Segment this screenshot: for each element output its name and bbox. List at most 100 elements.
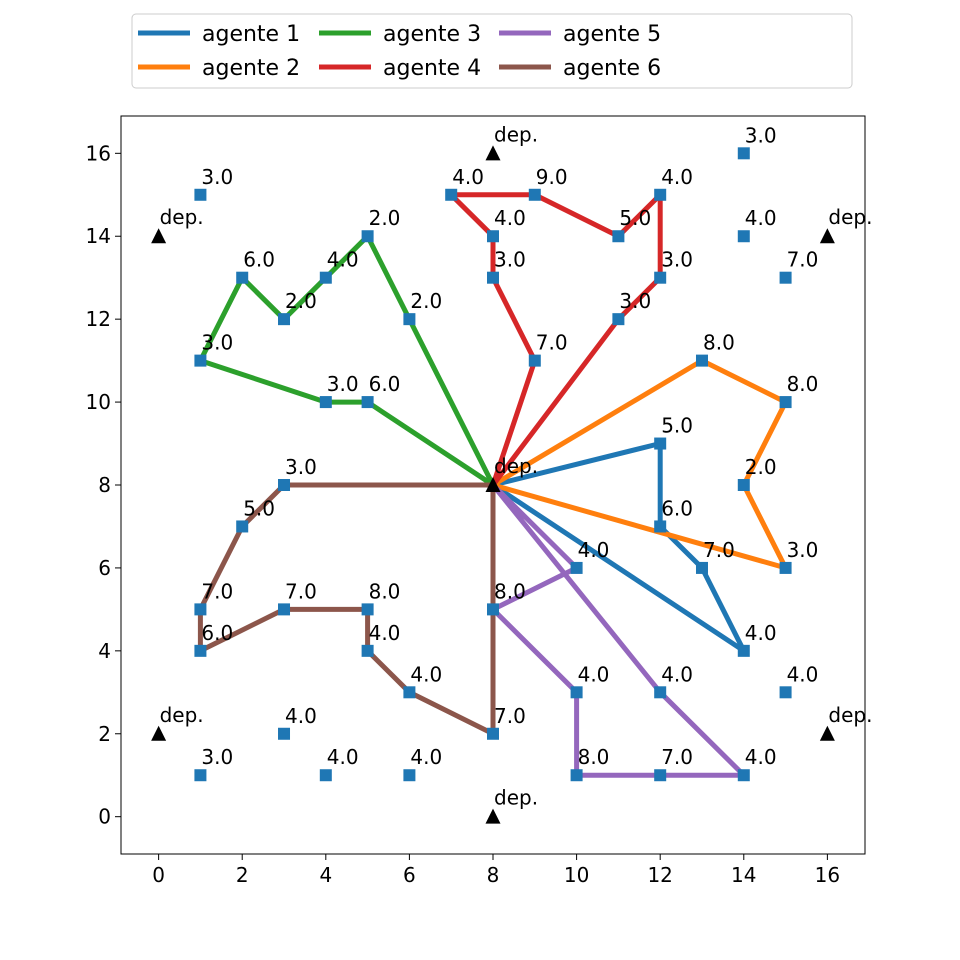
route-line-3 [197,233,496,488]
customer-marker [570,769,583,782]
customer-demand-label: 4.0 [578,662,610,686]
customer-marker [737,769,750,782]
customer-marker [194,188,207,201]
customer-demand-label: 3.0 [745,123,777,147]
legend-entry-label: agente 4 [383,56,481,81]
y-tick-label: 16 [86,141,111,165]
customer-demand-label: 2.0 [410,289,442,313]
customer-demand-label: 4.0 [327,248,359,272]
legend-entry-label: agente 3 [383,22,481,47]
customer-marker [403,313,416,326]
customer-marker [194,644,207,657]
customer-demand-label: 3.0 [661,248,693,272]
customer-marker [612,230,625,243]
customer-marker [487,230,499,243]
customer-marker [695,354,708,367]
customer-demand-label: 7.0 [536,331,568,355]
legend-box [131,13,853,89]
depot-marker [819,725,835,741]
x-tick-label: 12 [647,863,672,887]
customer-marker [528,354,541,367]
customer-marker [361,396,374,409]
customer-marker [236,520,249,533]
point-labels: 3.0 4.0 9.0 4.0 3.0 2.0 4.0 5.0 4.0 6.0 4.0 3.0 3.0 7… [160,122,873,809]
customer-marker [654,437,667,450]
y-tick-label: 10 [86,390,111,414]
customer-demand-label: 4.0 [452,165,484,189]
customer-demand-label: 7.0 [494,704,526,728]
customer-marker [737,644,750,657]
customer-marker [779,396,792,409]
customer-demand-label: 4.0 [410,745,442,769]
customer-marker [319,271,332,284]
customer-marker [194,354,207,367]
depot-markers [151,145,835,824]
customer-demand-label: 9.0 [536,165,568,189]
customer-demand-label: 5.0 [619,206,651,230]
customer-demand-label: 4.0 [661,662,693,686]
x-tick-label: 16 [815,863,840,887]
customer-marker [654,686,667,699]
customer-marker [737,147,750,160]
x-tick-label: 2 [236,863,249,887]
customer-marker [194,769,207,782]
customer-marker [487,727,499,740]
depot-label: dep. [160,205,204,229]
customer-marker [361,644,374,657]
customer-marker [361,230,374,243]
customer-markers [194,147,792,782]
customer-demand-label: 4.0 [410,662,442,686]
depot-marker [151,228,167,244]
customer-marker [319,396,332,409]
depot-label: dep. [494,454,538,478]
customer-demand-label: 8.0 [369,579,401,603]
customer-marker [236,271,249,284]
depot-marker [485,145,501,161]
customer-demand-label: 8.0 [494,579,526,603]
depot-marker [151,725,167,741]
depot-label: dep. [494,122,538,146]
customer-marker [612,313,625,326]
customer-marker [779,271,792,284]
legend-entry-label: agente 6 [563,56,661,81]
customer-marker [361,603,374,616]
customer-demand-label: 8.0 [578,745,610,769]
customer-demand-label: 3.0 [619,289,651,313]
customer-demand-label: 7.0 [787,248,819,272]
customer-marker [403,769,416,782]
customer-demand-label: 6.0 [201,621,233,645]
depot-marker [485,808,501,824]
depot-marker [485,477,501,492]
y-tick-label: 4 [98,639,111,663]
customer-marker [445,188,458,201]
customer-demand-label: 8.0 [787,372,819,396]
customer-demand-label: 3.0 [787,538,819,562]
customer-demand-label: 4.0 [327,745,359,769]
customer-demand-label: 4.0 [787,662,819,686]
route-line-2 [491,358,789,571]
customer-demand-label: 2.0 [369,206,401,230]
customer-marker [654,188,667,201]
customer-demand-label: 7.0 [703,538,735,562]
depot-label: dep. [160,703,204,727]
customer-marker [278,479,291,491]
customer-demand-label: 3.0 [494,248,526,272]
customer-demand-label: 4.0 [745,745,777,769]
y-tick-label: 14 [86,224,111,248]
customer-demand-label: 4.0 [369,621,401,645]
customer-marker [570,561,583,574]
legend: agente 1 agente 2 agente 3 agente 4 agente 5… [131,13,853,89]
customer-demand-label: 3.0 [201,165,233,189]
customer-demand-label: 3.0 [201,745,233,769]
x-tick-label: 8 [487,863,500,887]
x-tick-label: 6 [403,863,416,887]
x-tick-label: 10 [564,863,589,887]
customer-demand-label: 5.0 [661,414,693,438]
customer-marker [403,686,416,699]
customer-demand-label: 4.0 [578,538,610,562]
legend-entry-label: agente 2 [202,56,300,81]
customer-demand-label: 5.0 [243,496,275,520]
customer-demand-label: 7.0 [285,579,317,603]
customer-demand-label: 4.0 [745,206,777,230]
